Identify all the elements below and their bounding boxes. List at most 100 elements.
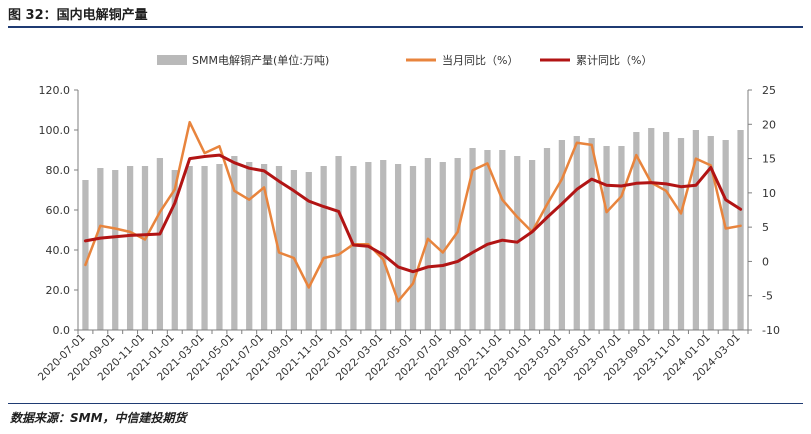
cumulative-yoy-line-point-2023-03 — [561, 203, 563, 205]
bar-2020-11 — [141, 166, 149, 330]
cumulative-yoy-line-point-2022-12 — [516, 241, 519, 244]
monthly-yoy-line-point-2024-01 — [709, 164, 712, 167]
cumulative-yoy-line-point-2020-11 — [144, 233, 146, 236]
cumulative-yoy-line-point-2021-03 — [203, 155, 206, 158]
cumulative-yoy-line-point-2023-10 — [665, 183, 667, 185]
monthly-yoy-line-point-2024-03 — [739, 224, 742, 227]
left-tick-label: 20.0 — [46, 284, 71, 297]
monthly-yoy-line-point-2021-08 — [278, 251, 280, 254]
cumulative-yoy-line-point-2023-08 — [635, 182, 638, 185]
cumulative-yoy-line-point-2022-08 — [456, 260, 459, 263]
monthly-yoy-line-point-2021-01 — [173, 188, 176, 191]
cumulative-yoy-line-point-2021-06 — [248, 167, 251, 169]
bar-2022-06 — [424, 158, 432, 330]
bar-2022-05 — [409, 166, 417, 330]
right-tick-label: -5 — [762, 290, 773, 303]
cumulative-yoy-line-point-2020-09 — [114, 235, 117, 238]
cumulative-yoy-line-point-2023-12 — [695, 184, 697, 187]
cumulative-yoy-line-point-2022-07 — [441, 264, 444, 267]
cumulative-yoy-line-point-2021-04 — [218, 154, 221, 156]
cumulative-yoy-line-point-2022-02 — [367, 245, 370, 248]
cumulative-yoy-line-point-2023-05 — [590, 178, 593, 180]
monthly-yoy-line-point-2021-07 — [263, 186, 265, 189]
monthly-yoy-line-point-2022-02 — [367, 243, 370, 246]
cumulative-yoy-line-point-2022-04 — [397, 266, 399, 268]
data-source-note: 数据来源：SMM，中信建投期货 — [10, 411, 187, 425]
left-tick-label: 80.0 — [46, 164, 71, 177]
monthly-yoy-line-point-2023-02 — [546, 203, 548, 206]
cumulative-yoy-line-point-2020-07 — [84, 240, 87, 242]
cumulative-yoy-line-point-2021-10 — [307, 200, 310, 202]
bar-2021-02 — [186, 166, 193, 330]
legend-label-cumulative: 累计同比（%） — [576, 54, 652, 67]
left-tick-label: 60.0 — [46, 204, 71, 217]
monthly-yoy-line-point-2021-11 — [322, 257, 325, 259]
title-divider — [8, 26, 803, 28]
bar-2023-10 — [662, 132, 670, 330]
monthly-yoy-line-point-2022-06 — [427, 238, 429, 240]
bar-2023-07 — [618, 146, 625, 330]
bar-2021-04 — [216, 164, 223, 330]
cumulative-yoy-line-point-2020-10 — [129, 234, 131, 237]
cumulative-yoy-line-point-2022-10 — [486, 243, 489, 246]
cumulative-yoy-line-point-2021-08 — [278, 180, 280, 182]
monthly-yoy-line-point-2021-03 — [203, 152, 206, 154]
cumulative-yoy-line-point-2021-07 — [263, 170, 265, 172]
bar-2024-02 — [722, 140, 729, 330]
monthly-yoy-line-point-2022-03 — [382, 258, 385, 261]
bar-2021-05 — [231, 156, 238, 330]
right-tick-label: 10 — [762, 187, 776, 200]
cumulative-yoy-line-point-2023-07 — [620, 185, 623, 187]
monthly-yoy-line-point-2020-07 — [84, 264, 87, 266]
bar-2022-04 — [394, 164, 402, 330]
monthly-yoy-line-point-2020-11 — [144, 238, 146, 241]
source-divider — [8, 403, 803, 404]
cumulative-yoy-line-point-2022-01 — [352, 244, 355, 246]
legend-label-output: SMM电解铜产量(单位:万吨) — [192, 53, 329, 67]
monthly-yoy-line-point-2020-09 — [114, 227, 117, 230]
bar-2021-10 — [305, 172, 312, 330]
monthly-yoy-line-point-2022-09 — [471, 169, 474, 172]
cumulative-yoy-line-point-2022-05 — [412, 270, 414, 273]
bar-2023-01 — [528, 160, 536, 330]
bar-2022-01 — [350, 166, 357, 330]
bar-2020-08 — [97, 168, 104, 330]
bar-2023-08 — [633, 132, 640, 330]
monthly-yoy-line-point-2022-04 — [397, 300, 399, 303]
monthly-yoy-line-point-2023-10 — [665, 190, 667, 192]
monthly-yoy-line-point-2020-12 — [159, 211, 161, 213]
cumulative-yoy-line-point-2021-09 — [293, 190, 295, 192]
bar-2020-07 — [82, 180, 89, 330]
monthly-yoy-line-point-2022-11 — [501, 198, 504, 201]
monthly-yoy-line-point-2020-08 — [99, 224, 102, 227]
monthly-yoy-line-point-2023-12 — [695, 157, 697, 160]
bar-2023-09 — [648, 128, 655, 330]
monthly-yoy-line-point-2022-05 — [412, 282, 414, 285]
bar-2020-12 — [156, 158, 164, 330]
cumulative-yoy-line-point-2022-03 — [382, 253, 385, 256]
monthly-yoy-line-point-2022-07 — [441, 251, 444, 254]
cumulative-yoy-line-point-2020-12 — [159, 233, 161, 235]
cumulative-yoy-line-point-2024-01 — [709, 166, 712, 169]
right-tick-label: 5 — [762, 221, 769, 234]
cumulative-yoy-line-point-2021-02 — [188, 157, 191, 160]
left-tick-label: 0.0 — [53, 324, 71, 337]
cumulative-yoy-line-point-2024-02 — [724, 198, 727, 201]
right-tick-label: 0 — [762, 255, 769, 268]
monthly-yoy-line-point-2021-06 — [248, 198, 251, 201]
bar-2024-01 — [707, 136, 714, 330]
bar-2020-09 — [112, 170, 119, 330]
monthly-yoy-line-point-2021-05 — [233, 190, 236, 192]
cumulative-yoy-line-point-2023-06 — [605, 184, 608, 187]
monthly-yoy-line-point-2022-10 — [486, 162, 489, 165]
cumulative-yoy-line-point-2024-03 — [739, 208, 742, 211]
monthly-yoy-line-point-2021-10 — [307, 286, 310, 289]
cumulative-yoy-line-point-2023-04 — [575, 188, 578, 191]
left-tick-label: 120.0 — [39, 84, 71, 97]
bar-2022-09 — [469, 148, 476, 330]
cumulative-yoy-line-point-2022-09 — [471, 251, 474, 254]
monthly-yoy-line-point-2021-02 — [188, 121, 191, 124]
bar-2022-10 — [484, 150, 491, 330]
bar-2021-01 — [171, 170, 178, 330]
